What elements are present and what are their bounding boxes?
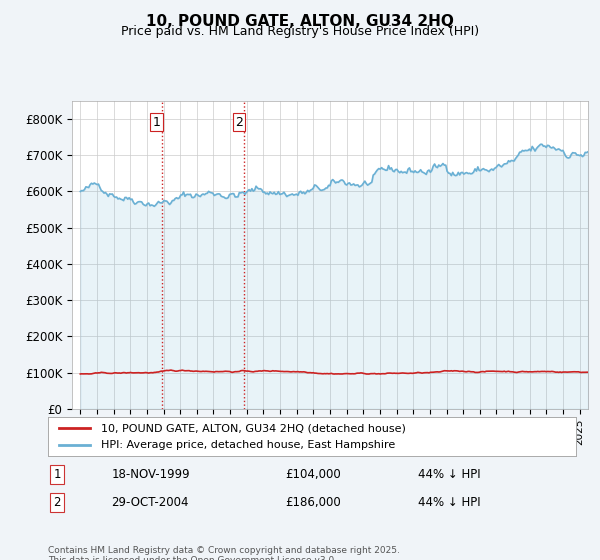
- Text: 44% ↓ HPI: 44% ↓ HPI: [418, 496, 480, 509]
- Text: £104,000: £104,000: [286, 468, 341, 481]
- Text: HPI: Average price, detached house, East Hampshire: HPI: Average price, detached house, East…: [101, 440, 395, 450]
- Text: 44% ↓ HPI: 44% ↓ HPI: [418, 468, 480, 481]
- Text: 10, POUND GATE, ALTON, GU34 2HQ (detached house): 10, POUND GATE, ALTON, GU34 2HQ (detache…: [101, 423, 406, 433]
- Text: Price paid vs. HM Land Registry's House Price Index (HPI): Price paid vs. HM Land Registry's House …: [121, 25, 479, 38]
- Text: Contains HM Land Registry data © Crown copyright and database right 2025.
This d: Contains HM Land Registry data © Crown c…: [48, 546, 400, 560]
- Text: 2: 2: [235, 116, 243, 129]
- Text: 29-OCT-2004: 29-OCT-2004: [112, 496, 189, 509]
- Text: 10, POUND GATE, ALTON, GU34 2HQ: 10, POUND GATE, ALTON, GU34 2HQ: [146, 14, 454, 29]
- Text: 18-NOV-1999: 18-NOV-1999: [112, 468, 190, 481]
- Text: £186,000: £186,000: [286, 496, 341, 509]
- Text: 1: 1: [152, 116, 160, 129]
- Text: 2: 2: [53, 496, 61, 509]
- Text: 1: 1: [53, 468, 61, 481]
